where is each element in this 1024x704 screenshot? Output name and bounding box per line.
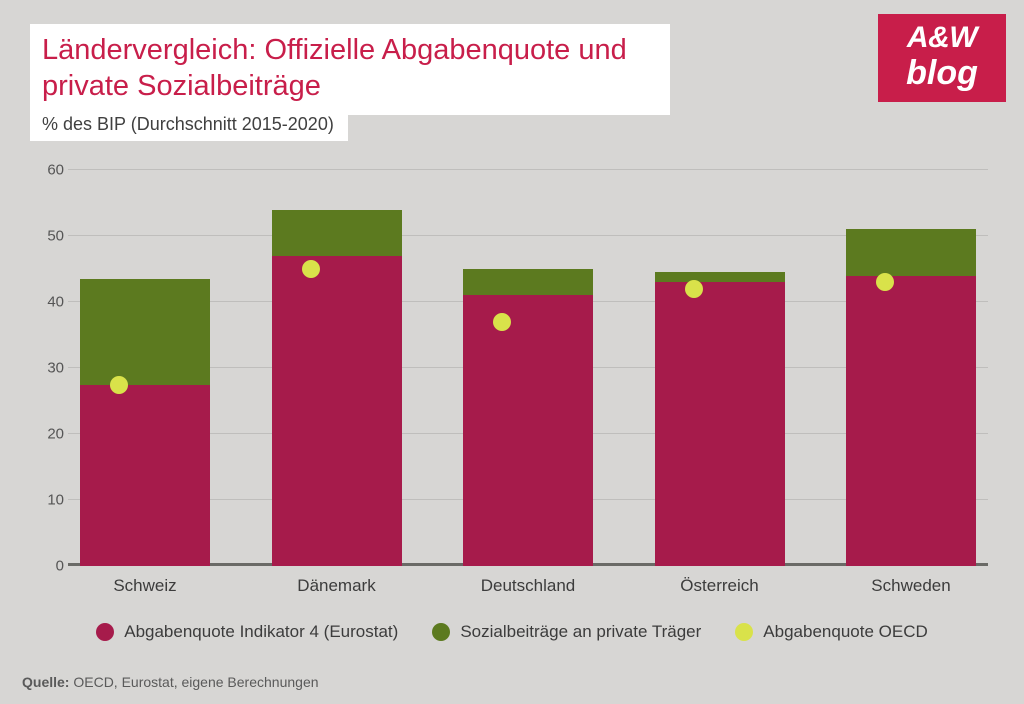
source-label: Quelle: (22, 674, 69, 690)
legend-item: Sozialbeiträge an private Träger (432, 622, 701, 642)
bar-segment-eurostat (463, 295, 593, 566)
legend-label: Abgabenquote Indikator 4 (Eurostat) (124, 622, 398, 642)
marker-oecd (685, 280, 703, 298)
logo-line-1: A&W (907, 23, 977, 53)
marker-oecd (493, 313, 511, 331)
y-tick-label: 10 (36, 492, 64, 509)
y-tick-label: 0 (36, 558, 64, 575)
subtitle-container: % des BIP (Durchschnitt 2015-2020) (30, 110, 348, 141)
legend-swatch (432, 623, 450, 641)
bar-segment-eurostat (655, 282, 785, 566)
bar-segment-eurostat (80, 385, 210, 567)
chart-title: Ländervergleich: Offizielle Abgabenquote… (42, 32, 652, 105)
x-tick-label: Schweiz (113, 576, 176, 596)
bar-segment-private (655, 272, 785, 282)
y-tick-label: 50 (36, 228, 64, 245)
y-tick-label: 40 (36, 294, 64, 311)
x-tick-label: Österreich (680, 576, 758, 596)
x-tick-label: Deutschland (481, 576, 576, 596)
y-tick-label: 30 (36, 360, 64, 377)
legend-item: Abgabenquote OECD (735, 622, 927, 642)
x-tick-label: Schweden (871, 576, 950, 596)
bar-segment-private (846, 229, 976, 275)
chart-subtitle: % des BIP (Durchschnitt 2015-2020) (42, 114, 334, 135)
bar-segment-private (80, 279, 210, 385)
plot-area: SchweizDänemarkDeutschlandÖsterreichSchw… (68, 170, 988, 566)
grid-line (68, 169, 988, 170)
bar-segment-eurostat (846, 276, 976, 566)
legend-swatch (96, 623, 114, 641)
legend-item: Abgabenquote Indikator 4 (Eurostat) (96, 622, 398, 642)
logo-line-2: blog (906, 53, 978, 94)
marker-oecd (302, 260, 320, 278)
brand-logo: A&W blog (878, 14, 1006, 102)
legend-label: Abgabenquote OECD (763, 622, 927, 642)
y-tick-label: 20 (36, 426, 64, 443)
bar-segment-private (272, 210, 402, 256)
legend: Abgabenquote Indikator 4 (Eurostat) Sozia… (0, 622, 1024, 642)
source-line: Quelle: OECD, Eurostat, eigene Berechnun… (22, 674, 319, 690)
legend-swatch (735, 623, 753, 641)
marker-oecd (110, 376, 128, 394)
legend-label: Sozialbeiträge an private Träger (460, 622, 701, 642)
bar-segment-private (463, 269, 593, 295)
y-tick-label: 60 (36, 162, 64, 179)
title-container: Ländervergleich: Offizielle Abgabenquote… (30, 24, 670, 115)
chart-area: Schweiz Dänemark Deutschland Österreich Schw… (36, 170, 988, 600)
marker-oecd (876, 273, 894, 291)
source-text: OECD, Eurostat, eigene Berechnungen (73, 674, 318, 690)
x-tick-label: Dänemark (297, 576, 375, 596)
bar-segment-eurostat (272, 256, 402, 566)
